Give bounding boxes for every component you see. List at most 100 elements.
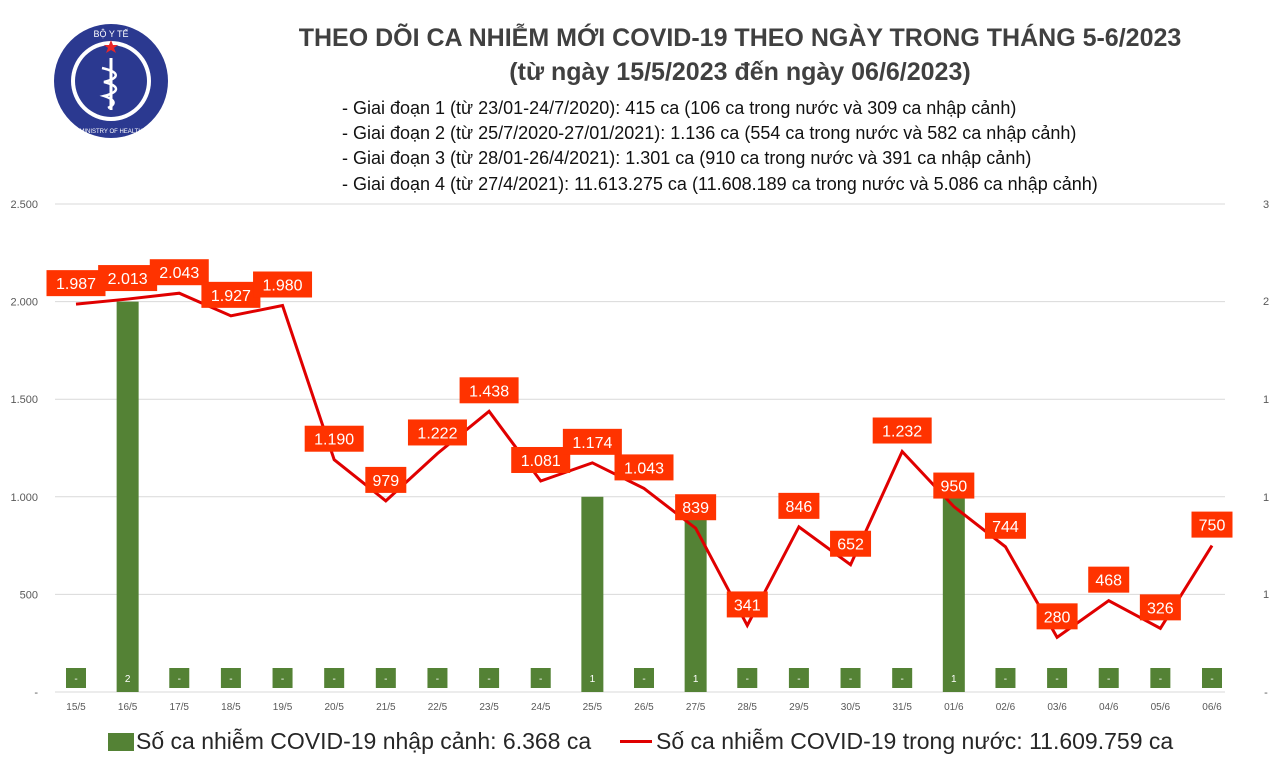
- x-tick-label: 19/5: [273, 702, 293, 713]
- line-series: [75, 291, 1214, 640]
- x-tick-label: 26/5: [634, 702, 654, 713]
- line-data-label-box: [149, 259, 209, 286]
- line-data-label-box: [872, 417, 932, 444]
- x-tick-label: 03/6: [1047, 702, 1067, 713]
- bar-data-label: 1: [590, 674, 596, 685]
- bar: [169, 668, 190, 688]
- x-tick-label: 06/6: [1202, 702, 1222, 713]
- bar-data-label: 2: [125, 674, 131, 685]
- line-data-label-box: [46, 270, 106, 297]
- line-data-label-box: [365, 466, 407, 493]
- bar: [427, 668, 448, 688]
- line-data-label-box: [675, 494, 717, 521]
- bar: [1202, 668, 1222, 688]
- bar: [1150, 668, 1171, 688]
- bar-data-label: 1: [693, 674, 699, 685]
- bar-data-label: -: [901, 674, 904, 685]
- line-data-label: 750: [1199, 518, 1226, 535]
- line-data-label-box: [1036, 603, 1078, 630]
- y-right-tick: 1: [1263, 492, 1269, 504]
- bar: [1098, 668, 1119, 688]
- x-tick-label: 24/5: [531, 702, 551, 713]
- line-data-label: 1.927: [211, 288, 251, 305]
- line-data-label-box: [253, 271, 313, 298]
- stage-4-note: - Giai đoạn 4 (từ 27/4/2021): 11.613.275…: [342, 174, 1098, 194]
- y-left-tick: 2.000: [10, 297, 38, 309]
- y-left-tick: 1.000: [10, 492, 38, 504]
- line-data-label-box: [933, 472, 975, 499]
- bar: [375, 668, 396, 688]
- bar-data-label: -: [74, 674, 77, 685]
- line-data-label: 341: [734, 597, 761, 614]
- line-data-label: 2.043: [159, 265, 199, 282]
- line-data-label: 839: [682, 500, 709, 517]
- stage-2-note: - Giai đoạn 2 (từ 25/7/2020-27/01/2021):…: [342, 123, 1077, 143]
- line-data-label-box: [201, 281, 261, 308]
- y-left-tick: 1.500: [10, 394, 38, 406]
- y-right-tick: 1: [1263, 589, 1269, 601]
- chart-title: THEO DÕI CA NHIỄM MỚI COVID-19 THEO NGÀY…: [298, 24, 1182, 52]
- line-data-label-box: [407, 419, 467, 446]
- line-data-label: 1.190: [314, 432, 354, 449]
- svg-text:MINISTRY OF HEALTH: MINISTRY OF HEALTH: [79, 129, 142, 135]
- bar-data-label: -: [1210, 674, 1213, 685]
- y-right-tick: 2: [1263, 296, 1269, 308]
- bar: [840, 668, 861, 688]
- bar-data-label: -: [384, 674, 387, 685]
- bar: [66, 668, 86, 688]
- x-tick-label: 29/5: [789, 702, 809, 713]
- x-tick-label: 16/5: [118, 702, 138, 713]
- bar: [220, 668, 241, 688]
- x-tick-label: 17/5: [170, 702, 190, 713]
- line-data-label: 1.987: [56, 276, 96, 293]
- line-data-label: 280: [1044, 609, 1071, 626]
- legend-bar-swatch: [108, 732, 134, 751]
- line-data-label-box: [614, 454, 674, 481]
- line-data-label-box: [726, 591, 768, 618]
- bar-data-label: -: [333, 674, 336, 685]
- x-tick-label: 22/5: [428, 702, 448, 713]
- line-data-label: 1.081: [521, 453, 561, 470]
- line-data-label-box: [1088, 566, 1130, 593]
- legend-line: Số ca nhiễm COVID-19 trong nước: 11.609.…: [620, 728, 1173, 755]
- chart-subtitle: (từ ngày 15/5/2023 đến ngày 06/6/2023): [509, 58, 971, 86]
- x-tick-label: 21/5: [376, 702, 396, 713]
- line-data-label: 468: [1095, 573, 1122, 590]
- bar: [942, 496, 965, 692]
- bar: [479, 668, 500, 688]
- bar-data-label: -: [746, 674, 749, 685]
- bar: [634, 668, 654, 688]
- bar-data-label: -: [436, 674, 439, 685]
- line-data-label: 979: [372, 473, 399, 490]
- bar-data-label: -: [178, 674, 181, 685]
- stage-1-note: - Giai đoạn 1 (từ 23/01-24/7/2020): 415 …: [342, 98, 1017, 118]
- bar-data-label: -: [487, 674, 490, 685]
- svg-text:BỘ Y TẾ: BỘ Y TẾ: [93, 29, 128, 39]
- x-tick-label: 04/6: [1099, 702, 1119, 713]
- bar: [581, 496, 604, 692]
- line-data-label-box: [98, 265, 158, 292]
- x-tick-label: 28/5: [738, 702, 758, 713]
- x-tick-label: 20/5: [324, 702, 344, 713]
- bar-data-label: -: [642, 674, 645, 685]
- x-tick-label: 23/5: [479, 702, 499, 713]
- line-data-label: 1.232: [882, 424, 922, 441]
- y-left-tick: 500: [20, 589, 38, 601]
- line-data-label-box: [1191, 511, 1233, 538]
- x-tick-label: 02/6: [996, 702, 1016, 713]
- line-data-label: 846: [786, 499, 813, 516]
- bar: [530, 668, 551, 688]
- x-tick-label: 31/5: [892, 702, 912, 713]
- line-data-label: 950: [940, 479, 967, 496]
- bar-data-label: 1: [951, 674, 957, 685]
- line-data-label-box: [511, 446, 571, 473]
- line-data-label-box: [562, 428, 622, 455]
- legend-bar-label: Số ca nhiễm COVID-19 nhập cảnh: 6.368 ca: [136, 728, 592, 754]
- bar-data-label: -: [1107, 674, 1110, 685]
- legend-bar: Số ca nhiễm COVID-19 nhập cảnh: 6.368 ca: [108, 728, 591, 755]
- y-left-tick: 2.500: [10, 199, 38, 211]
- ministry-of-health-logo: BỘ Y TẾ MINISTRY OF HEALTH: [54, 24, 168, 138]
- bar-data-label: -: [1004, 674, 1007, 685]
- bar: [788, 668, 809, 688]
